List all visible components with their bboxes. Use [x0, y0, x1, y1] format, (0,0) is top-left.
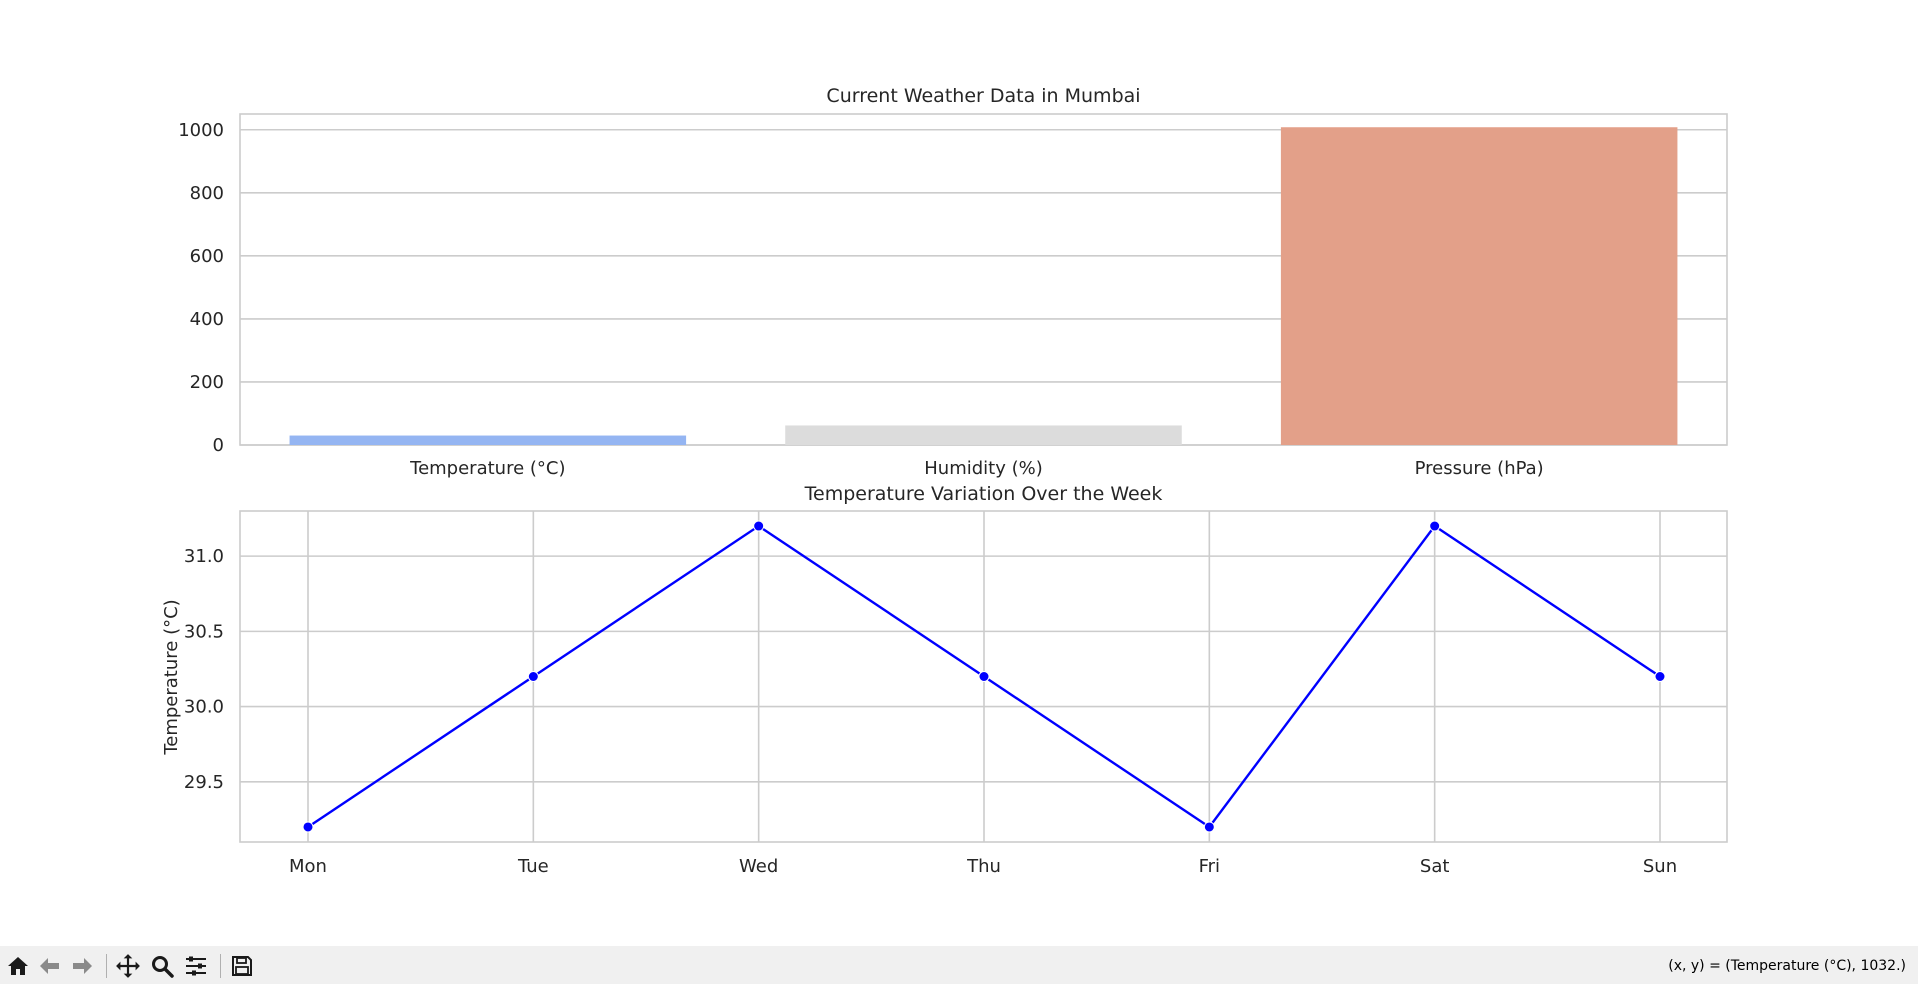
bar-chart: 0 200 400 600 800 1000 Temperature (°C) Humidi…	[178, 85, 1728, 479]
line-ytick-label: 30.5	[184, 621, 224, 642]
line-ytick-label: 30.0	[184, 697, 224, 718]
line-point	[1429, 520, 1441, 532]
bar-xtick-label: Humidity (%)	[924, 458, 1043, 479]
figure: 0 200 400 600 800 1000 Temperature (°C) Humidi…	[161, 85, 1728, 877]
bar	[1280, 127, 1678, 446]
zoom-button[interactable]	[148, 952, 176, 980]
bar-xtick-label: Temperature (°C)	[409, 458, 565, 479]
forward-arrow-icon	[73, 958, 92, 974]
save-icon	[232, 956, 252, 976]
line-point	[527, 671, 539, 682]
line-xtick-label: Thu	[966, 856, 1001, 877]
line-xtick-label: Fri	[1199, 856, 1220, 877]
bar-chart-title: Current Weather Data in Mumbai	[826, 85, 1140, 107]
cursor-coordinates: (x, y) = (Temperature (°C), 1032.)	[1668, 958, 1906, 974]
zoom-icon	[152, 956, 174, 978]
line-xtick-label: Sat	[1420, 856, 1450, 877]
line-point	[978, 671, 990, 682]
line-xtick-label: Mon	[289, 856, 327, 877]
line-ytick-label: 31.0	[184, 546, 224, 567]
home-icon	[8, 957, 28, 975]
line-chart-ylabel: Temperature (°C)	[161, 599, 182, 755]
bar-ytick-label: 0	[213, 435, 224, 456]
pan-button[interactable]	[114, 952, 142, 980]
pan-icon	[116, 954, 140, 978]
configure-subplots-button[interactable]	[182, 952, 210, 980]
bar	[785, 425, 1182, 445]
line-chart-title: Temperature Variation Over the Week	[804, 483, 1163, 505]
toolbar: (x, y) = (Temperature (°C), 1032.)	[0, 946, 1918, 984]
line-xtick-label: Sun	[1643, 856, 1677, 877]
line-chart: 29.5 30.0 30.5 31.0 Mon Tue Wed Thu Fri Sat Sun T…	[161, 483, 1728, 877]
bar-ytick-label: 800	[190, 183, 224, 204]
bar-ytick-label: 1000	[178, 120, 224, 141]
line-xtick-label: Tue	[517, 856, 549, 877]
back-button[interactable]	[36, 952, 64, 980]
line-point	[302, 821, 314, 833]
line-ytick-label: 29.5	[184, 772, 224, 793]
toolbar-separator	[106, 954, 107, 978]
bar	[289, 435, 687, 445]
toolbar-separator	[220, 954, 221, 978]
line-point	[1203, 821, 1215, 833]
line-point	[1654, 671, 1666, 682]
home-button[interactable]	[4, 952, 32, 980]
save-button[interactable]	[228, 952, 256, 980]
line-point	[753, 520, 765, 532]
forward-button[interactable]	[68, 952, 96, 980]
bar-ytick-label: 600	[190, 246, 224, 267]
bar-xtick-label: Pressure (hPa)	[1415, 458, 1544, 479]
configure-icon	[186, 956, 206, 976]
line-xtick-label: Wed	[739, 856, 778, 877]
back-arrow-icon	[40, 958, 59, 974]
bar-ytick-label: 200	[190, 372, 224, 393]
bar-ytick-label: 400	[190, 309, 224, 330]
